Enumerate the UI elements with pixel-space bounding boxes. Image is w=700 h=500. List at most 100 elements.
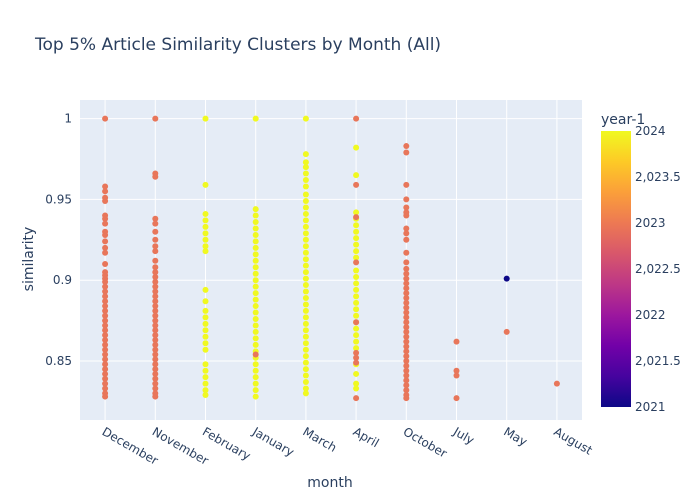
data-point bbox=[403, 143, 410, 150]
colorbar-tick-label: 2021 bbox=[635, 400, 666, 414]
data-point bbox=[403, 319, 410, 326]
data-point bbox=[302, 301, 309, 308]
data-point bbox=[353, 370, 360, 377]
data-point bbox=[252, 322, 259, 329]
data-point bbox=[252, 296, 259, 303]
data-point bbox=[353, 345, 360, 352]
data-point bbox=[252, 374, 259, 381]
data-point bbox=[152, 341, 159, 348]
data-point bbox=[353, 299, 360, 306]
data-point bbox=[403, 290, 410, 297]
data-point bbox=[403, 181, 410, 188]
data-point bbox=[403, 204, 410, 211]
data-point bbox=[102, 249, 109, 256]
data-point bbox=[252, 380, 259, 387]
y-tick-label: 0.85 bbox=[45, 354, 72, 368]
data-point bbox=[102, 220, 109, 227]
data-point bbox=[102, 283, 109, 290]
data-point bbox=[353, 354, 360, 361]
data-point bbox=[403, 348, 410, 355]
data-point bbox=[202, 367, 209, 374]
chart-title: Top 5% Article Similarity Clusters by Mo… bbox=[34, 35, 441, 55]
data-point bbox=[353, 385, 360, 392]
colorbar-tick-label: 2,021.5 bbox=[635, 354, 681, 368]
data-point bbox=[152, 264, 159, 271]
data-point bbox=[302, 243, 309, 250]
data-point bbox=[152, 215, 159, 222]
data-point bbox=[302, 372, 309, 379]
data-point bbox=[353, 235, 360, 242]
data-point bbox=[353, 306, 360, 313]
data-point bbox=[252, 335, 259, 342]
data-point bbox=[302, 359, 309, 366]
x-axis-title: month bbox=[307, 475, 352, 491]
data-point bbox=[152, 288, 159, 295]
data-point bbox=[353, 248, 360, 255]
data-point bbox=[353, 286, 360, 293]
data-point bbox=[353, 209, 360, 216]
data-point bbox=[102, 370, 109, 377]
data-point bbox=[152, 317, 159, 324]
data-point bbox=[202, 115, 209, 122]
data-point bbox=[302, 294, 309, 301]
data-point bbox=[302, 353, 309, 360]
data-point bbox=[403, 196, 410, 203]
data-point bbox=[102, 327, 109, 334]
data-point bbox=[252, 206, 259, 213]
data-point bbox=[152, 115, 159, 122]
data-point bbox=[353, 115, 360, 122]
colorbar-tick-label: 2022 bbox=[635, 308, 666, 322]
data-point bbox=[202, 387, 209, 394]
data-point bbox=[353, 319, 360, 326]
data-point bbox=[202, 181, 209, 188]
data-point bbox=[202, 236, 209, 243]
data-point bbox=[353, 280, 360, 287]
data-point bbox=[302, 177, 309, 183]
data-point bbox=[302, 204, 309, 211]
data-point bbox=[152, 322, 159, 329]
data-point bbox=[152, 303, 159, 310]
data-point bbox=[453, 395, 460, 402]
data-point bbox=[102, 341, 109, 348]
data-point bbox=[353, 325, 360, 332]
data-point bbox=[152, 293, 159, 300]
data-point bbox=[302, 327, 309, 334]
data-point bbox=[302, 183, 309, 190]
data-point bbox=[302, 269, 309, 276]
data-point bbox=[102, 244, 109, 251]
data-point bbox=[302, 275, 309, 282]
data-point bbox=[302, 151, 309, 158]
data-point bbox=[252, 115, 259, 122]
data-point bbox=[403, 236, 410, 243]
data-point bbox=[152, 278, 159, 285]
data-point bbox=[202, 223, 209, 230]
data-point bbox=[202, 230, 209, 237]
data-point bbox=[102, 303, 109, 310]
data-point bbox=[353, 214, 360, 221]
data-point bbox=[152, 351, 159, 358]
data-point bbox=[152, 248, 159, 255]
data-point bbox=[102, 375, 109, 382]
data-point bbox=[102, 337, 109, 343]
data-point bbox=[252, 351, 259, 358]
data-point bbox=[302, 236, 309, 243]
data-point bbox=[202, 327, 209, 334]
data-point bbox=[152, 243, 159, 250]
data-point bbox=[353, 293, 360, 300]
data-point bbox=[152, 273, 159, 280]
data-point bbox=[302, 256, 309, 263]
data-point bbox=[102, 361, 109, 368]
data-point bbox=[252, 225, 259, 232]
data-point bbox=[302, 230, 309, 237]
data-point bbox=[202, 248, 209, 255]
y-axis-title: similarity bbox=[21, 227, 37, 292]
data-point bbox=[403, 259, 410, 266]
data-point bbox=[102, 215, 109, 222]
data-point bbox=[353, 359, 360, 366]
data-point bbox=[403, 353, 410, 360]
data-point bbox=[252, 238, 259, 245]
data-point bbox=[152, 332, 159, 339]
data-point bbox=[353, 259, 360, 266]
data-point bbox=[353, 380, 360, 387]
